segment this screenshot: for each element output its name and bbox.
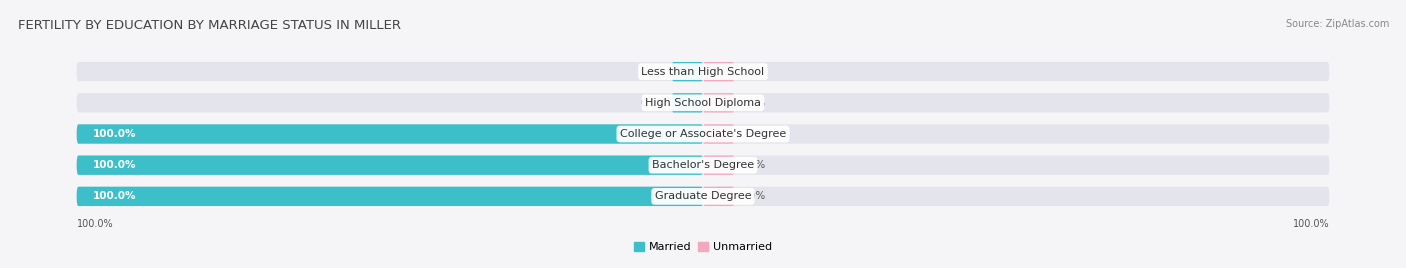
FancyBboxPatch shape	[77, 155, 703, 175]
Text: Source: ZipAtlas.com: Source: ZipAtlas.com	[1285, 19, 1389, 29]
Text: 100.0%: 100.0%	[77, 219, 114, 229]
Text: High School Diploma: High School Diploma	[645, 98, 761, 108]
Text: College or Associate's Degree: College or Associate's Degree	[620, 129, 786, 139]
Text: 0.0%: 0.0%	[740, 160, 766, 170]
Text: 100.0%: 100.0%	[93, 160, 136, 170]
Text: 0.0%: 0.0%	[740, 191, 766, 201]
FancyBboxPatch shape	[77, 187, 703, 206]
FancyBboxPatch shape	[77, 62, 1329, 81]
Text: 0.0%: 0.0%	[740, 129, 766, 139]
FancyBboxPatch shape	[77, 124, 703, 144]
Text: Graduate Degree: Graduate Degree	[655, 191, 751, 201]
FancyBboxPatch shape	[703, 124, 734, 144]
Legend: Married, Unmarried: Married, Unmarried	[634, 242, 772, 252]
FancyBboxPatch shape	[703, 62, 734, 81]
Text: Bachelor's Degree: Bachelor's Degree	[652, 160, 754, 170]
FancyBboxPatch shape	[703, 93, 734, 113]
FancyBboxPatch shape	[77, 93, 1329, 113]
Text: Less than High School: Less than High School	[641, 67, 765, 77]
FancyBboxPatch shape	[77, 187, 1329, 206]
Text: 100.0%: 100.0%	[93, 191, 136, 201]
FancyBboxPatch shape	[672, 93, 703, 113]
Text: FERTILITY BY EDUCATION BY MARRIAGE STATUS IN MILLER: FERTILITY BY EDUCATION BY MARRIAGE STATU…	[18, 19, 401, 32]
Text: 0.0%: 0.0%	[740, 67, 766, 77]
Text: 100.0%: 100.0%	[1292, 219, 1329, 229]
Text: 0.0%: 0.0%	[640, 67, 666, 77]
Text: 0.0%: 0.0%	[740, 98, 766, 108]
FancyBboxPatch shape	[703, 155, 734, 175]
FancyBboxPatch shape	[703, 187, 734, 206]
FancyBboxPatch shape	[77, 155, 1329, 175]
FancyBboxPatch shape	[672, 62, 703, 81]
Text: 100.0%: 100.0%	[93, 129, 136, 139]
FancyBboxPatch shape	[77, 124, 1329, 144]
Text: 0.0%: 0.0%	[640, 98, 666, 108]
